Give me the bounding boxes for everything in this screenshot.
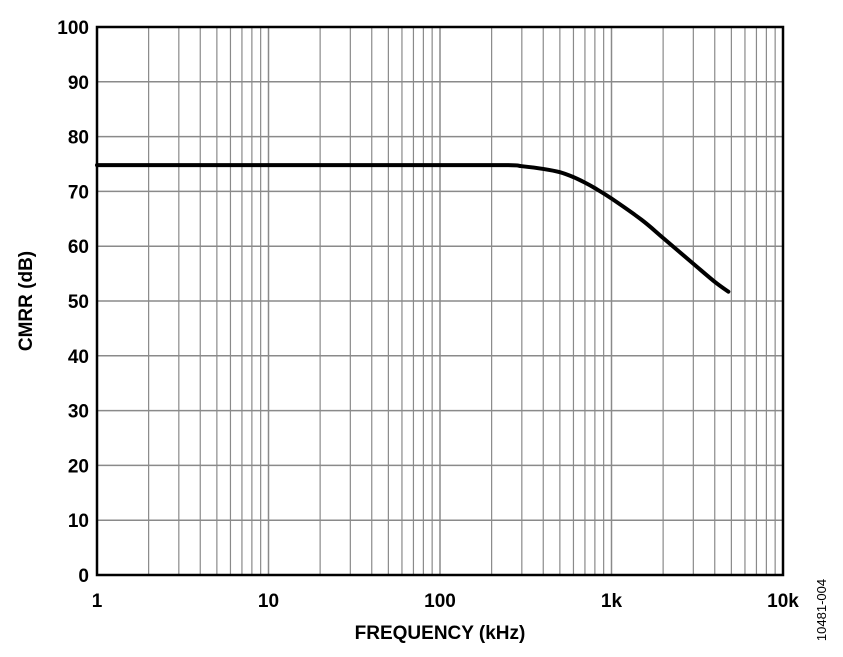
x-tick-label: 1 [92,591,103,612]
y-axis-title: CMRR (dB) [16,251,37,351]
y-tick-labels: 0 10 20 30 40 50 60 70 80 90 100 [57,18,89,587]
grid-lines [96,26,784,576]
y-tick-label: 80 [68,128,89,149]
y-tick-label: 20 [68,456,89,477]
x-tick-labels: 1 10 100 1k 10k [92,591,800,612]
x-tick-label: 10k [767,591,799,612]
y-tick-label: 40 [68,347,89,368]
y-tick-label: 50 [68,292,89,313]
y-tick-label: 0 [78,566,89,587]
y-tick-label: 70 [68,182,89,203]
cmrr-series-line [95,163,731,294]
y-tick-label: 60 [68,237,89,258]
figure-id-label: 10481-004 [814,579,829,641]
plot-area-frame [95,25,785,577]
x-axis-title: FREQUENCY (kHz) [355,623,526,644]
y-tick-label: 10 [68,511,89,532]
series-layer [95,163,731,294]
y-tick-label: 30 [68,402,89,423]
x-tick-label: 1k [601,591,623,612]
y-tick-label: 90 [68,73,89,94]
x-tick-label: 100 [424,591,456,612]
y-tick-label: 100 [57,18,89,39]
x-tick-label: 10 [258,591,279,612]
